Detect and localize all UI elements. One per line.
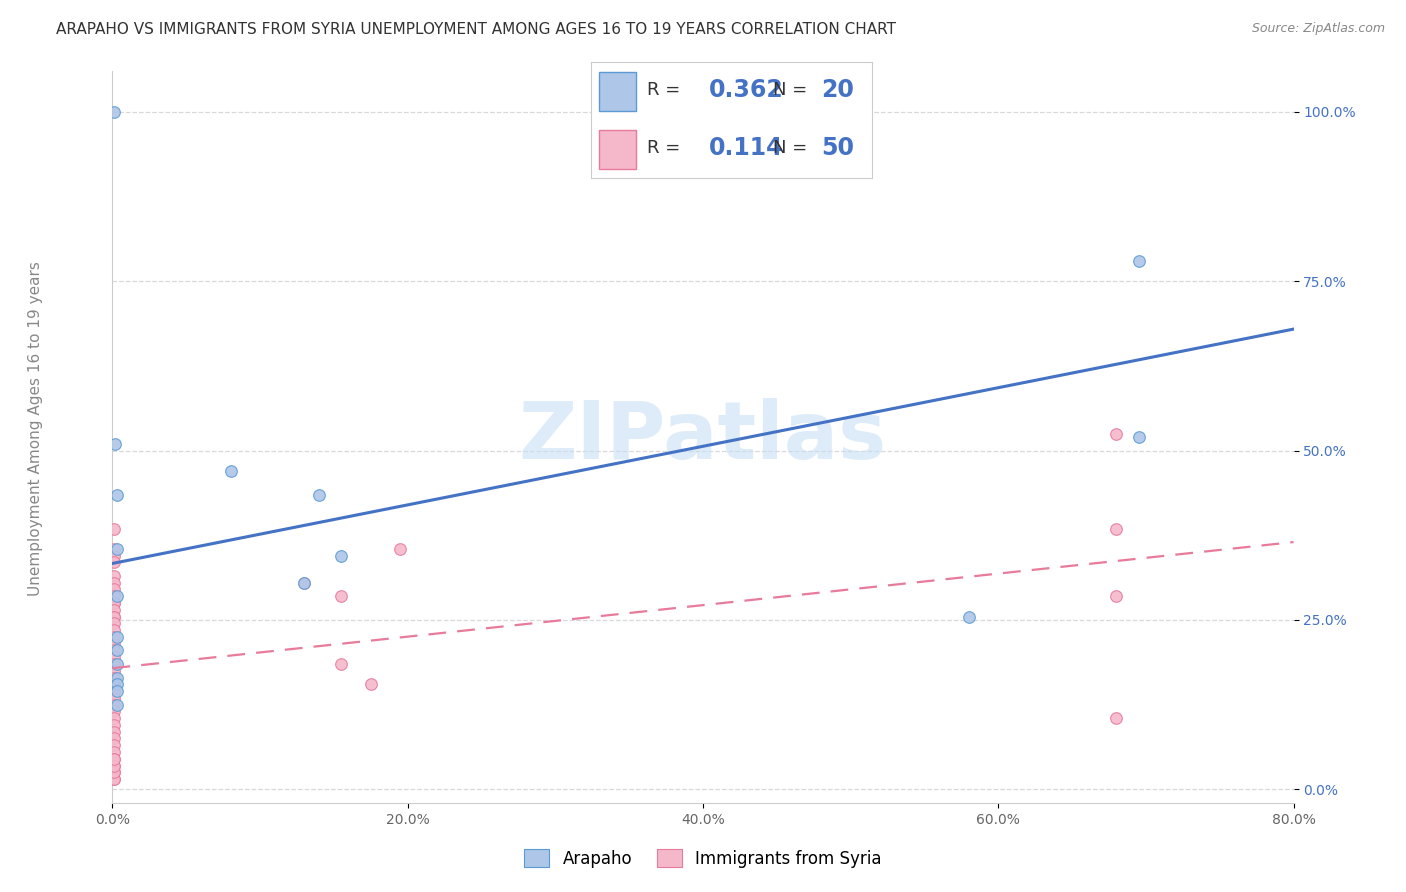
Text: R =: R = xyxy=(647,139,681,157)
Point xyxy=(103,643,125,657)
Point xyxy=(1105,711,1128,725)
Point xyxy=(603,105,626,120)
Point xyxy=(103,630,125,644)
Point xyxy=(389,541,412,556)
Point xyxy=(103,724,125,739)
Point xyxy=(105,630,128,644)
Text: N =: N = xyxy=(773,139,807,157)
FancyBboxPatch shape xyxy=(599,71,636,112)
Point xyxy=(103,758,125,772)
Point xyxy=(103,731,125,746)
Point xyxy=(103,596,125,610)
Text: 0.114: 0.114 xyxy=(709,136,783,161)
Point xyxy=(103,609,125,624)
Text: 50: 50 xyxy=(821,136,853,161)
Point xyxy=(105,541,128,556)
Point xyxy=(103,582,125,597)
Point xyxy=(1128,254,1150,268)
Point xyxy=(103,650,125,665)
Point xyxy=(330,589,353,603)
Point xyxy=(105,684,128,698)
Point xyxy=(103,657,125,671)
Point xyxy=(103,758,125,772)
Point xyxy=(308,488,330,502)
Point xyxy=(103,569,125,583)
Point xyxy=(219,464,242,478)
Point xyxy=(1105,521,1128,535)
Point xyxy=(103,765,125,780)
Text: 20: 20 xyxy=(821,78,853,103)
Point xyxy=(103,752,125,766)
Point xyxy=(103,711,125,725)
Point xyxy=(103,772,125,786)
Point xyxy=(103,671,125,685)
Text: R =: R = xyxy=(647,81,681,99)
Point xyxy=(103,637,125,651)
Point xyxy=(103,738,125,752)
Point xyxy=(103,609,125,624)
Point xyxy=(330,657,353,671)
Text: N =: N = xyxy=(773,81,807,99)
Text: 0.362: 0.362 xyxy=(709,78,783,103)
Text: ZIPatlas: ZIPatlas xyxy=(519,398,887,476)
Point xyxy=(103,752,125,766)
Text: Source: ZipAtlas.com: Source: ZipAtlas.com xyxy=(1251,22,1385,36)
Point xyxy=(1128,430,1150,444)
Point xyxy=(103,603,125,617)
Point xyxy=(103,623,125,637)
Point xyxy=(105,671,128,685)
Point xyxy=(103,555,125,569)
Point xyxy=(103,105,125,120)
Point xyxy=(105,677,128,691)
Point xyxy=(103,664,125,678)
Point xyxy=(103,596,125,610)
Point xyxy=(103,765,125,780)
Point xyxy=(103,705,125,719)
Point xyxy=(105,657,128,671)
Point xyxy=(330,549,353,563)
Text: Unemployment Among Ages 16 to 19 years: Unemployment Among Ages 16 to 19 years xyxy=(28,260,42,596)
Point xyxy=(103,684,125,698)
Point xyxy=(105,488,128,502)
Point xyxy=(1105,589,1128,603)
Point xyxy=(103,698,125,712)
Point xyxy=(103,745,125,759)
Point xyxy=(1105,426,1128,441)
Point xyxy=(105,698,128,712)
Point xyxy=(103,690,125,705)
Point xyxy=(103,575,125,590)
Point xyxy=(292,575,315,590)
Point xyxy=(360,677,382,691)
Point xyxy=(103,521,125,535)
Legend: Arapaho, Immigrants from Syria: Arapaho, Immigrants from Syria xyxy=(524,849,882,868)
FancyBboxPatch shape xyxy=(599,129,636,169)
Point xyxy=(105,643,128,657)
Point xyxy=(103,772,125,786)
Point xyxy=(103,541,125,556)
Point xyxy=(957,609,980,624)
Point xyxy=(103,677,125,691)
Point xyxy=(103,549,125,563)
Point xyxy=(104,437,127,451)
Point xyxy=(292,575,315,590)
Point xyxy=(103,718,125,732)
Point xyxy=(105,589,128,603)
Text: ARAPAHO VS IMMIGRANTS FROM SYRIA UNEMPLOYMENT AMONG AGES 16 TO 19 YEARS CORRELAT: ARAPAHO VS IMMIGRANTS FROM SYRIA UNEMPLO… xyxy=(56,22,896,37)
Point xyxy=(103,589,125,603)
Point xyxy=(103,616,125,631)
